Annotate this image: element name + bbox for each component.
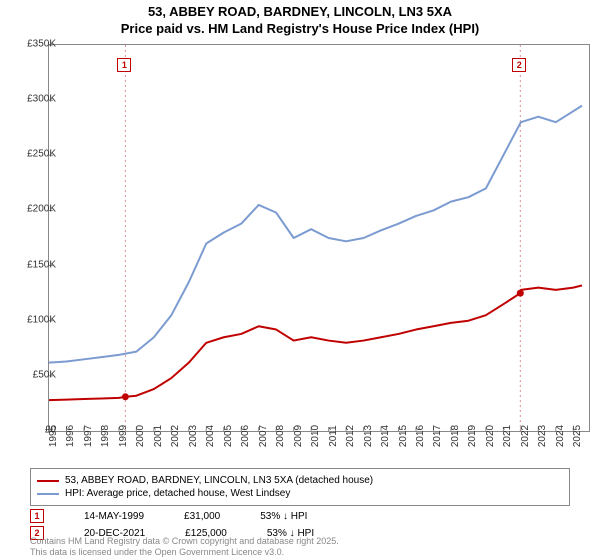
sale-marker-hpi-1: 53% ↓ HPI [260, 511, 307, 522]
sale-marker-label-1: 1 [117, 58, 131, 72]
sale-marker-price-1: £31,000 [184, 511, 220, 522]
x-tick-label: 2004 [205, 425, 216, 447]
x-tick-label: 2011 [328, 425, 339, 447]
y-tick-label: £100K [10, 314, 56, 325]
footer-line-2: This data is licensed under the Open Gov… [30, 547, 339, 558]
chart-svg [49, 45, 589, 431]
y-tick-label: £300K [10, 94, 56, 105]
x-tick-label: 2003 [188, 425, 199, 447]
x-tick-label: 2009 [293, 425, 304, 447]
x-tick-label: 2022 [520, 425, 531, 447]
chart-title-block: 53, ABBEY ROAD, BARDNEY, LINCOLN, LN3 5X… [0, 0, 600, 38]
footer-attribution: Contains HM Land Registry data © Crown c… [30, 536, 339, 558]
x-tick-label: 2021 [502, 425, 513, 447]
sale-marker-badge-1: 1 [30, 509, 44, 523]
x-tick-label: 2019 [467, 425, 478, 447]
x-tick-label: 2014 [380, 425, 391, 447]
x-tick-label: 2025 [572, 425, 583, 447]
x-tick-label: 2007 [258, 425, 269, 447]
y-tick-label: £250K [10, 149, 56, 160]
x-tick-label: 2020 [485, 425, 496, 447]
x-tick-label: 2001 [153, 425, 164, 447]
y-tick-label: £200K [10, 204, 56, 215]
sale-marker-label-2: 2 [512, 58, 526, 72]
y-tick-label: £50K [10, 369, 56, 380]
x-tick-label: 2016 [415, 425, 426, 447]
legend-swatch-2 [37, 493, 59, 495]
x-tick-label: 1998 [100, 425, 111, 447]
x-tick-label: 2012 [345, 425, 356, 447]
x-tick-label: 2002 [170, 425, 181, 447]
x-tick-label: 2000 [135, 425, 146, 447]
y-tick-label: £150K [10, 259, 56, 270]
legend-label-2: HPI: Average price, detached house, West… [65, 488, 290, 499]
chart-plot-area [48, 44, 590, 432]
legend-swatch-1 [37, 480, 59, 482]
x-tick-label: 1995 [48, 425, 59, 447]
x-tick-label: 2024 [555, 425, 566, 447]
x-tick-label: 2005 [223, 425, 234, 447]
x-tick-label: 2017 [432, 425, 443, 447]
x-tick-label: 1996 [65, 425, 76, 447]
legend-box: 53, ABBEY ROAD, BARDNEY, LINCOLN, LN3 5X… [30, 468, 570, 506]
y-tick-label: £350K [10, 39, 56, 50]
x-tick-label: 2008 [275, 425, 286, 447]
legend-item-2: HPI: Average price, detached house, West… [37, 488, 563, 499]
footer-line-1: Contains HM Land Registry data © Crown c… [30, 536, 339, 547]
x-tick-label: 2018 [450, 425, 461, 447]
x-tick-label: 2006 [240, 425, 251, 447]
x-tick-label: 2013 [363, 425, 374, 447]
title-line-1: 53, ABBEY ROAD, BARDNEY, LINCOLN, LN3 5X… [0, 4, 600, 21]
x-tick-label: 1999 [118, 425, 129, 447]
x-tick-label: 2010 [310, 425, 321, 447]
sale-marker-row-1: 1 14-MAY-1999 £31,000 53% ↓ HPI [30, 509, 570, 523]
legend-label-1: 53, ABBEY ROAD, BARDNEY, LINCOLN, LN3 5X… [65, 475, 373, 486]
x-tick-label: 1997 [83, 425, 94, 447]
title-line-2: Price paid vs. HM Land Registry's House … [0, 21, 600, 38]
x-tick-label: 2023 [537, 425, 548, 447]
sale-marker-date-1: 14-MAY-1999 [84, 511, 144, 522]
legend-item-1: 53, ABBEY ROAD, BARDNEY, LINCOLN, LN3 5X… [37, 475, 563, 486]
x-tick-label: 2015 [398, 425, 409, 447]
